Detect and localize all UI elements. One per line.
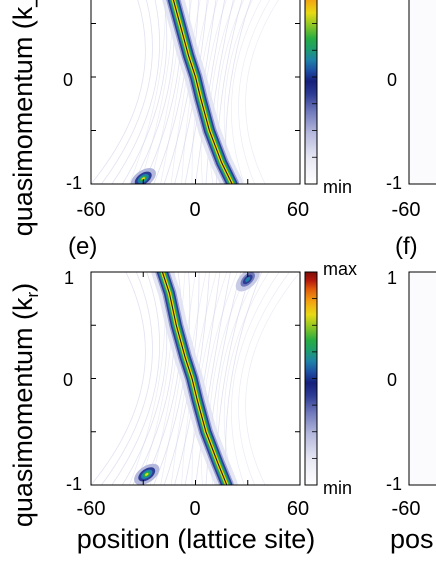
y-axis-label-top: quasimomentum (k_r) [8,0,38,236]
panel-label-f: (f) [395,233,418,260]
interference-fringe [122,272,168,485]
x-axis-label-cropped: pos [390,524,434,554]
interference-fringe [101,0,153,184]
panel-top-left: quasimomentum (k_r) 0 -1 -60 0 60 min [8,0,352,236]
interference-fringe [184,272,221,485]
panel-bottom-left: (e) quasimomentum (kr) 1 0 -1 -60 0 60 p… [8,233,357,554]
interference-fringe [231,272,280,485]
y-tick-label: -1 [66,173,82,193]
interference-fringe [111,0,160,184]
interference-fringe [111,272,160,485]
x-tick-label: 60 [287,199,309,221]
heatmap-area-bottom [91,272,300,485]
y-tick-label: 1 [387,268,397,288]
x-tick-label: 0 [189,199,200,221]
interference-fringe [101,272,153,485]
interference-fringe [91,272,146,485]
interference-fringe [149,0,184,184]
interference-fringe [195,0,226,184]
top-spot [245,277,251,282]
y-tick-label: 0 [63,370,73,390]
interference-fringe [122,0,168,184]
plot-frame-top-right [408,0,436,185]
panel-top-right: 0 -1 -60 [386,0,436,221]
x-tick-label: -60 [392,498,421,520]
x-tick-label: 0 [189,498,200,520]
interference-fringe [223,272,269,485]
y-tick-label: 1 [64,268,74,288]
x-axis-label: position (lattice site) [77,524,316,554]
interference-fringe [91,0,146,184]
y-tick-label: 0 [387,70,397,90]
interference-fringe [142,0,183,184]
interference-fringe [238,0,271,184]
y-axis-label-bottom: quasimomentum (kr) [8,283,42,527]
heatmap-area-top [91,0,279,184]
interference-fringe [200,272,238,485]
colorbar-max-label: max [323,259,357,279]
interference-fringe [245,272,300,485]
interference-fringe [128,0,166,184]
y-tick-label: 0 [63,70,73,90]
panel-label-e: (e) [68,233,97,260]
interference-fringe [195,272,231,485]
secondary-spot [141,177,145,181]
interference-fringe [139,0,175,184]
y-tick-label: -1 [386,173,402,193]
colorbar-min-label: min [323,478,352,498]
x-tick-label: 60 [287,498,309,520]
colorbar-min-label: min [323,177,352,197]
panel-bottom-right: (f) 1 0 -1 -60 pos [386,233,436,554]
interference-fringe [245,0,279,184]
y-tick-label: -1 [66,474,82,494]
interference-fringe [149,272,186,485]
interference-fringe [160,272,196,485]
plot-frame-bottom-right [408,271,436,486]
y-tick-label: -1 [386,474,402,494]
interference-fringe [205,0,234,184]
interference-fringe [160,0,192,184]
interference-fringe [238,272,290,485]
secondary-spot [145,472,149,476]
y-tick-label: 0 [387,370,397,390]
interference-fringe [132,0,175,184]
colorbar-top [304,0,318,185]
band-centerline [172,0,233,184]
band-centerline [161,272,228,485]
x-tick-label: -60 [77,199,106,221]
x-tick-label: -60 [392,199,421,221]
interference-fringe [231,0,262,184]
x-tick-label: -60 [77,498,106,520]
interference-fringe [225,272,263,485]
interference-fringe [200,0,227,184]
